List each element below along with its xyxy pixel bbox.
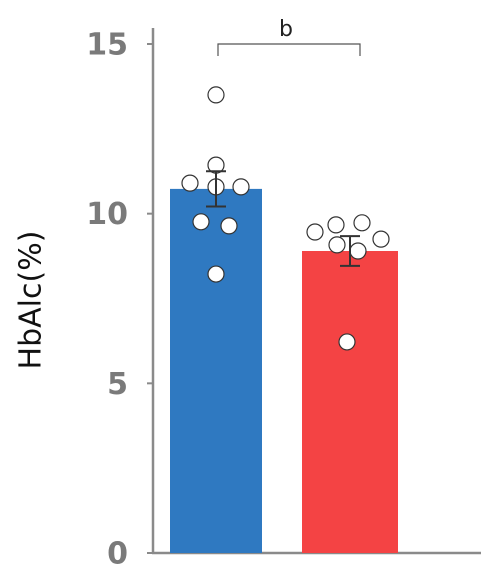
data-point bbox=[328, 236, 346, 254]
data-point bbox=[181, 174, 199, 192]
data-point bbox=[372, 230, 390, 248]
y-tick-label: 5 bbox=[107, 367, 128, 402]
significance-bracket bbox=[217, 43, 361, 56]
data-point bbox=[232, 178, 250, 196]
bar bbox=[302, 250, 398, 553]
y-tick-label: 0 bbox=[107, 537, 128, 572]
data-point bbox=[327, 216, 345, 234]
error-bar bbox=[206, 170, 226, 208]
error-bar bbox=[340, 235, 360, 267]
data-point bbox=[192, 213, 210, 231]
data-point bbox=[220, 217, 238, 235]
data-point bbox=[207, 86, 225, 104]
data-point bbox=[338, 333, 356, 351]
bar bbox=[170, 188, 262, 554]
y-tick-label: 10 bbox=[86, 197, 128, 232]
data-point bbox=[353, 214, 371, 232]
annotation: b bbox=[279, 17, 293, 42]
data-point bbox=[306, 223, 324, 241]
data-point bbox=[207, 265, 225, 283]
data-point bbox=[349, 242, 367, 260]
y-tick-label: 15 bbox=[86, 28, 128, 63]
y-axis-label: HbAlc(%) bbox=[14, 231, 49, 370]
